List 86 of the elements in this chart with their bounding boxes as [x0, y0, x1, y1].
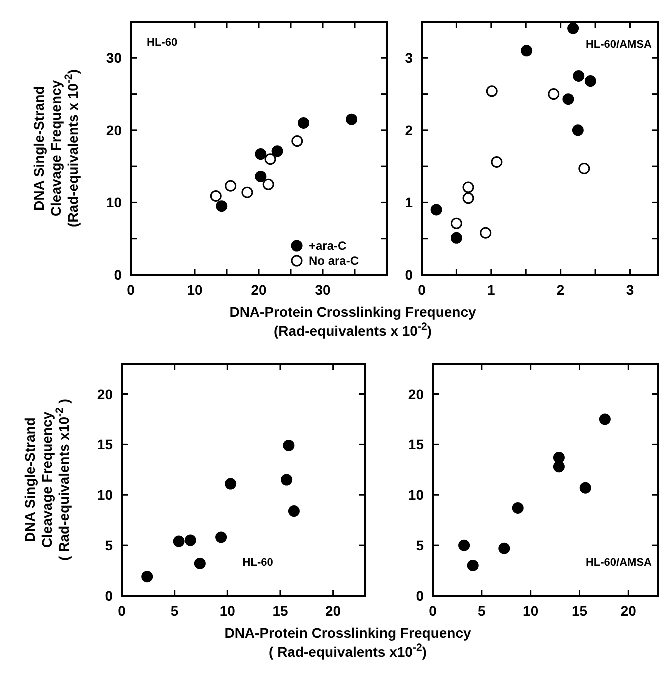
point	[521, 45, 533, 57]
point	[498, 542, 510, 554]
point	[242, 186, 254, 198]
point	[264, 154, 276, 166]
point	[580, 482, 592, 494]
point	[553, 461, 565, 473]
point	[292, 136, 304, 148]
point	[255, 170, 267, 182]
point	[194, 558, 206, 570]
y-tick-label: 15	[97, 436, 114, 453]
y-tick-label: 0	[114, 267, 122, 283]
point	[142, 571, 154, 583]
y-tick-label: 0	[416, 588, 424, 604]
point	[225, 180, 237, 192]
point	[568, 22, 580, 34]
point	[298, 117, 310, 129]
point	[462, 192, 474, 204]
y-tick-label: 2	[405, 122, 414, 138]
x-tick-label: 20	[326, 603, 342, 619]
point	[173, 536, 185, 548]
y-tick-label: 20	[408, 386, 424, 402]
point	[255, 148, 267, 160]
x-tick-label: 5	[478, 603, 486, 619]
point	[281, 474, 293, 486]
point	[283, 440, 295, 452]
point	[346, 114, 358, 126]
y-tick-label: 5	[105, 538, 114, 554]
y-tick-label: 10	[97, 487, 114, 504]
point	[288, 506, 300, 518]
x-tick-label: 20	[620, 603, 637, 619]
point	[512, 502, 524, 514]
legend-label: No ara-C	[309, 254, 360, 268]
x-tick-label: 30	[315, 282, 331, 298]
point	[210, 190, 222, 202]
y-tick-label: 1	[405, 194, 414, 211]
point	[578, 162, 590, 174]
point	[262, 178, 274, 190]
y-tick-label: 0	[405, 267, 414, 283]
legend-label: +ara-C	[309, 239, 348, 253]
x-tick-label: 5	[170, 603, 179, 619]
y-tick-label: 10	[106, 194, 122, 211]
x-tick-label: 3	[626, 282, 634, 298]
y-tick-label: 20	[106, 122, 122, 138]
point	[572, 124, 584, 136]
y-tick-label: 15	[408, 436, 424, 453]
x-tick-label: 15	[572, 603, 588, 619]
annotation: HL-60	[242, 557, 274, 569]
point	[450, 218, 462, 230]
point	[272, 146, 284, 158]
annotation: HL-60/AMSA	[586, 557, 652, 569]
x-tick-label: 10	[187, 282, 203, 298]
x-axis-title: DNA-Protein Crosslinking Frequency ( Rad-equivalents x10$^{-2}$)	[224, 625, 472, 660]
y-tick-label: 10	[408, 487, 424, 504]
y-tick-label: 0	[105, 588, 114, 604]
point	[599, 414, 611, 426]
annotation: HL-60/AMSA	[586, 39, 652, 51]
x-tick-label: 1	[488, 282, 496, 298]
y-tick-label: 3	[405, 50, 414, 66]
point	[491, 156, 503, 168]
y-tick-label: 5	[416, 538, 424, 554]
x-tick-label: 2	[556, 282, 565, 298]
point	[184, 534, 196, 546]
y-tick-label: 20	[97, 386, 114, 402]
x-tick-label: 10	[523, 603, 539, 619]
y-tick-label: 30	[106, 50, 122, 66]
point	[450, 232, 462, 244]
point	[216, 200, 228, 212]
x-tick-label: 20	[251, 282, 267, 298]
point	[458, 540, 470, 552]
x-tick-label: 0	[127, 282, 136, 298]
point	[430, 204, 442, 216]
point	[584, 76, 596, 88]
point	[467, 560, 479, 572]
point	[480, 227, 492, 239]
x-tick-label: 0	[429, 603, 438, 619]
point	[573, 70, 585, 82]
x-tick-label: 15	[272, 603, 288, 619]
point	[548, 88, 560, 100]
point	[486, 86, 498, 98]
x-tick-label: 10	[220, 603, 236, 619]
point	[562, 94, 574, 106]
point	[462, 182, 474, 194]
point	[225, 478, 237, 490]
annotation: HL-60	[147, 37, 178, 49]
point	[216, 532, 228, 544]
x-axis-title: DNA-Protein Crosslinking Frequency (Rad-equivalents x 10$^{-2}$)	[230, 304, 477, 339]
